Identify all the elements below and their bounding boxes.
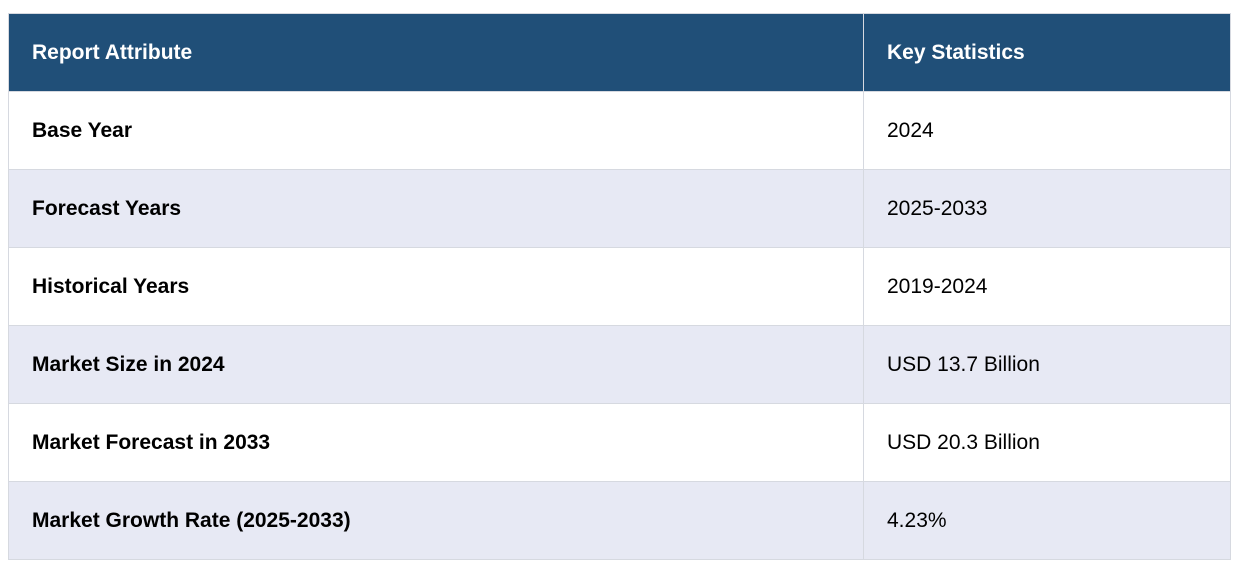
- row-value: USD 20.3 Billion: [863, 403, 1231, 482]
- row-attribute: Market Growth Rate (2025-2033): [8, 481, 864, 560]
- row-value: USD 13.7 Billion: [863, 325, 1231, 404]
- header-report-attribute: Report Attribute: [8, 13, 864, 92]
- row-attribute: Base Year: [8, 91, 864, 170]
- row-value: 4.23%: [863, 481, 1231, 560]
- row-value: 2019-2024: [863, 247, 1231, 326]
- table-row: Forecast Years 2025-2033: [8, 169, 1231, 248]
- table-body: Base Year 2024 Forecast Years 2025-2033 …: [8, 91, 1231, 560]
- table-row: Market Growth Rate (2025-2033) 4.23%: [8, 481, 1231, 560]
- report-statistics-table-container: Report Attribute Key Statistics Base Yea…: [8, 13, 1231, 560]
- row-value: 2025-2033: [863, 169, 1231, 248]
- table-row: Historical Years 2019-2024: [8, 247, 1231, 326]
- table-row: Market Size in 2024 USD 13.7 Billion: [8, 325, 1231, 404]
- table-row: Base Year 2024: [8, 91, 1231, 170]
- row-attribute: Forecast Years: [8, 169, 864, 248]
- header-key-statistics: Key Statistics: [863, 13, 1231, 92]
- row-attribute: Historical Years: [8, 247, 864, 326]
- header-row: Report Attribute Key Statistics: [8, 13, 1231, 92]
- report-statistics-table: Report Attribute Key Statistics Base Yea…: [8, 13, 1231, 560]
- table-header: Report Attribute Key Statistics: [8, 13, 1231, 92]
- table-row: Market Forecast in 2033 USD 20.3 Billion: [8, 403, 1231, 482]
- row-value: 2024: [863, 91, 1231, 170]
- row-attribute: Market Forecast in 2033: [8, 403, 864, 482]
- row-attribute: Market Size in 2024: [8, 325, 864, 404]
